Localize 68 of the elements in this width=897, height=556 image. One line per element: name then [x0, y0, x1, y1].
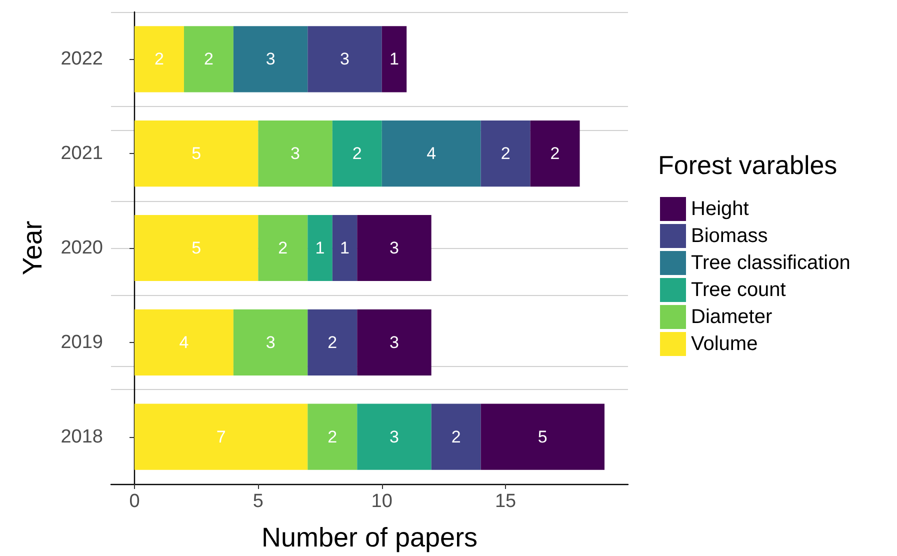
bar: [480, 120, 530, 187]
bar: [332, 120, 382, 187]
bar: [480, 404, 604, 470]
bar: [134, 120, 258, 187]
bar: [530, 120, 580, 187]
data-label: 2: [204, 50, 214, 69]
y-tick-label: 2021: [60, 143, 103, 164]
data-label: 3: [390, 332, 399, 352]
data-label: 2: [352, 144, 362, 164]
data-label: 7: [216, 427, 226, 446]
bar: [134, 309, 234, 376]
bar: [308, 26, 382, 92]
data-label: 3: [266, 50, 276, 69]
data-label: 2: [500, 144, 510, 164]
data-label: 1: [340, 238, 350, 258]
bar: [308, 309, 358, 376]
bar: [134, 214, 258, 282]
bar: [332, 214, 358, 282]
y-tick-label: 2022: [60, 48, 103, 70]
y-tick-label: 2019: [60, 332, 103, 353]
data-label: 3: [340, 50, 350, 69]
data-label: 1: [390, 50, 399, 69]
data-label: 5: [538, 427, 548, 446]
legend-label: Volume: [691, 333, 758, 355]
bar: [357, 214, 432, 282]
bar: [134, 404, 308, 470]
bar: [308, 214, 332, 282]
data-label: 4: [426, 144, 436, 164]
bar: [308, 404, 358, 470]
y-axis-title: Year: [18, 220, 48, 276]
legend-title: Forest varables: [658, 150, 838, 180]
data-label: 2: [328, 427, 338, 446]
bar: [431, 404, 481, 470]
legend-label: Diameter: [691, 306, 772, 328]
bar: [258, 120, 332, 187]
bar: [382, 26, 407, 92]
x-axis-title: Number of papers: [261, 522, 478, 552]
x-tick-label: 10: [371, 491, 392, 512]
data-label: 1: [315, 238, 325, 258]
bar: [134, 26, 184, 92]
data-label: 3: [390, 238, 399, 258]
data-label: 4: [179, 332, 189, 352]
data-label: 3: [290, 144, 300, 164]
data-label: 2: [278, 238, 288, 258]
data-label: 2: [550, 144, 560, 164]
legend-label: Tree count: [691, 279, 786, 301]
y-tick-label: 2020: [60, 238, 103, 258]
legend-label: Height: [691, 198, 750, 220]
data-label: 3: [266, 332, 276, 352]
bar: [382, 120, 481, 187]
bar: [357, 309, 432, 376]
legend-label: Tree classification: [691, 252, 850, 274]
bar: [233, 26, 308, 92]
data-label: 3: [390, 427, 399, 446]
bar: [233, 309, 308, 376]
y-tick-label: 2018: [60, 426, 103, 448]
data-label: 2: [154, 50, 164, 69]
data-label: 2: [328, 332, 338, 352]
data-label: 2: [451, 427, 461, 446]
x-tick-label: 15: [494, 491, 516, 512]
data-label: 5: [192, 144, 202, 164]
bar: [258, 214, 308, 282]
bar: [357, 404, 432, 470]
data-label: 5: [192, 238, 202, 258]
x-tick-label: 5: [252, 491, 264, 512]
bar: [184, 26, 234, 92]
x-tick-label: 0: [129, 491, 140, 512]
legend-label: Biomass: [691, 225, 768, 247]
